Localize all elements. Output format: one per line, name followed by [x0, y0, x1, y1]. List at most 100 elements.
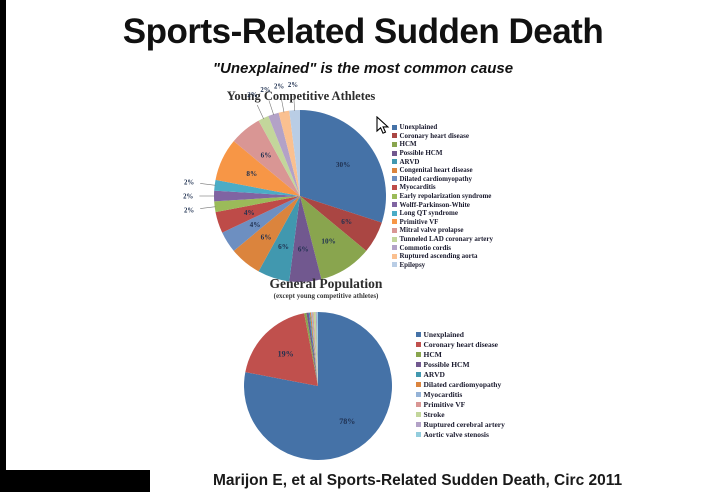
legend-label: Wolff-Parkinson-White	[399, 200, 470, 209]
legend-swatch	[392, 159, 397, 165]
legend-swatch	[392, 184, 397, 190]
label-leader-line	[268, 100, 274, 116]
legend-label: Dilated cardiomyopathy	[399, 174, 473, 183]
legend-swatch	[416, 391, 421, 397]
population-legend: Unexplained Coronary heart disease HCM Poss…	[416, 329, 505, 439]
legend-label: Stroke	[423, 409, 445, 419]
legend-item-primitive-vf: Primitive VF	[392, 218, 493, 227]
legend-swatch	[416, 351, 421, 357]
legend-swatch	[392, 133, 397, 139]
legend-item-arvd: ARVD	[416, 369, 505, 379]
slide-title: Sports-Related Sudden Death	[122, 12, 604, 51]
legend-item-dilated-cardiomyopathy: Dilated cardiomyopathy	[392, 175, 493, 184]
pie-slice-tunneled-lad-coronary-artery	[258, 116, 300, 196]
pie-slice-hcm	[300, 196, 367, 280]
legend-label: Dilated cardiomyopathy	[423, 379, 502, 389]
legend-label: Coronary heart disease	[423, 339, 498, 349]
legend-item-possible-hcm: Possible HCM	[392, 149, 493, 158]
legend-swatch	[392, 253, 397, 259]
legend-label: Primitive VF	[423, 399, 466, 409]
legend-item-hcm: HCM	[416, 349, 505, 359]
legend-label: Epilepsy	[399, 260, 426, 269]
population-chart-subtitle: (except young competitive athletes)	[273, 292, 379, 300]
legend-swatch	[392, 141, 397, 147]
pie-value-label: 10%	[321, 238, 335, 246]
pie-slice-arvd	[258, 196, 300, 282]
legend-item-coronary-heart-disease: Coronary heart disease	[416, 339, 505, 349]
pie-value-label: 2%	[184, 207, 194, 214]
legend-swatch	[392, 150, 397, 156]
pie-value-label: 6%	[261, 234, 272, 242]
legend-item-dilated-cardiomyopathy: Dilated cardiomyopathy	[416, 379, 505, 389]
legend-label: Ruptured cerebral artery	[423, 419, 505, 429]
athletes-legend: Unexplained Coronary heart disease HCM Poss…	[392, 123, 493, 269]
pie-slice-possible-hcm	[289, 196, 322, 282]
pie-slice-aortic-valve-stenosis	[316, 312, 318, 386]
label-leader-line	[293, 95, 295, 112]
legend-item-hcm: HCM	[392, 140, 493, 149]
legend-item-commotio-cordis: Commotio cordis	[392, 243, 493, 252]
pie-slice-early-repolarization-syndrome	[214, 196, 300, 213]
legend-swatch	[392, 245, 397, 251]
pie-slice-stroke	[313, 312, 318, 386]
pie-value-label: 6%	[341, 218, 352, 226]
legend-label: ARVD	[423, 369, 445, 379]
pie-value-label: 6%	[261, 151, 272, 159]
pie-value-label: 2%	[247, 92, 257, 99]
legend-label: Possible HCM	[423, 359, 470, 369]
legend-swatch	[392, 124, 397, 130]
slide-subtitle: "Unexplained" is the most common cause	[212, 60, 514, 77]
legend-item-tunneled-lad-coronary-artery: Tunneled LAD coronary artery	[392, 235, 493, 244]
pie-slice-unexplained	[243, 312, 392, 460]
label-leader-line	[200, 206, 216, 209]
legend-item-unexplained: Unexplained	[416, 329, 505, 339]
legend-label: HCM	[399, 140, 417, 149]
pie-slice-myocarditis	[311, 312, 318, 386]
pie-slice-primitive-vf	[312, 312, 318, 386]
pie-slice-commotio-cordis	[268, 112, 300, 196]
legend-swatch	[392, 202, 397, 208]
legend-swatch	[416, 411, 421, 417]
pie-slice-epilepsy	[289, 110, 300, 196]
legend-swatch	[392, 262, 397, 268]
legend-item-coronary-heart-disease: Coronary heart disease	[392, 132, 493, 141]
legend-label: Myocarditis	[399, 183, 436, 192]
legend-swatch	[416, 381, 421, 387]
label-leader-line	[200, 183, 216, 186]
legend-item-mitral-valve-prolapse: Mitral valve prolapse	[392, 226, 493, 235]
pie-slice-possible-hcm	[306, 312, 318, 386]
legend-swatch	[392, 236, 397, 242]
pie-slice-primitive-vf	[215, 141, 300, 196]
legend-item-epilepsy: Epilepsy	[392, 261, 493, 270]
legend-label: HCM	[423, 349, 442, 359]
label-leader-line	[256, 104, 264, 120]
pie-slice-coronary-heart-disease	[300, 196, 382, 251]
legend-label: Coronary heart disease	[399, 131, 469, 140]
legend-label: Long QT syndrome	[399, 209, 458, 218]
legend-item-myocarditis: Myocarditis	[392, 183, 493, 192]
legend-item-stroke: Stroke	[416, 409, 505, 419]
legend-label: Ruptured ascending aorta	[399, 252, 478, 261]
pie-value-label: 30%	[336, 161, 350, 169]
legend-item-primitive-vf: Primitive VF	[416, 399, 505, 409]
pie-value-label: 4%	[250, 221, 261, 229]
legend-label: Early repolarization syndrome	[399, 192, 492, 201]
legend-swatch	[392, 210, 397, 216]
legend-swatch	[416, 371, 421, 377]
legend-label: ARVD	[399, 157, 420, 166]
pie-value-label: 2%	[184, 179, 194, 186]
athletes-chart-title: Young Competitive Athletes	[226, 89, 376, 103]
pie-value-label: 78%	[339, 417, 355, 426]
pie-value-label: 2%	[260, 87, 270, 94]
legend-item-myocarditis: Myocarditis	[416, 389, 505, 399]
pie-slice-wolff-parkinson-white	[214, 190, 300, 202]
pie-slice-long-qt-syndrome	[214, 179, 300, 196]
legend-swatch	[392, 227, 397, 233]
pie-value-label: 6%	[278, 243, 289, 251]
pie-slice-hcm	[304, 312, 318, 386]
pie-value-label: 2%	[183, 193, 193, 200]
legend-label: Primitive VF	[399, 217, 439, 226]
pie-slice-arvd	[308, 312, 318, 386]
legend-swatch	[416, 431, 421, 437]
legend-label: Aortic valve stenosis	[423, 429, 489, 439]
